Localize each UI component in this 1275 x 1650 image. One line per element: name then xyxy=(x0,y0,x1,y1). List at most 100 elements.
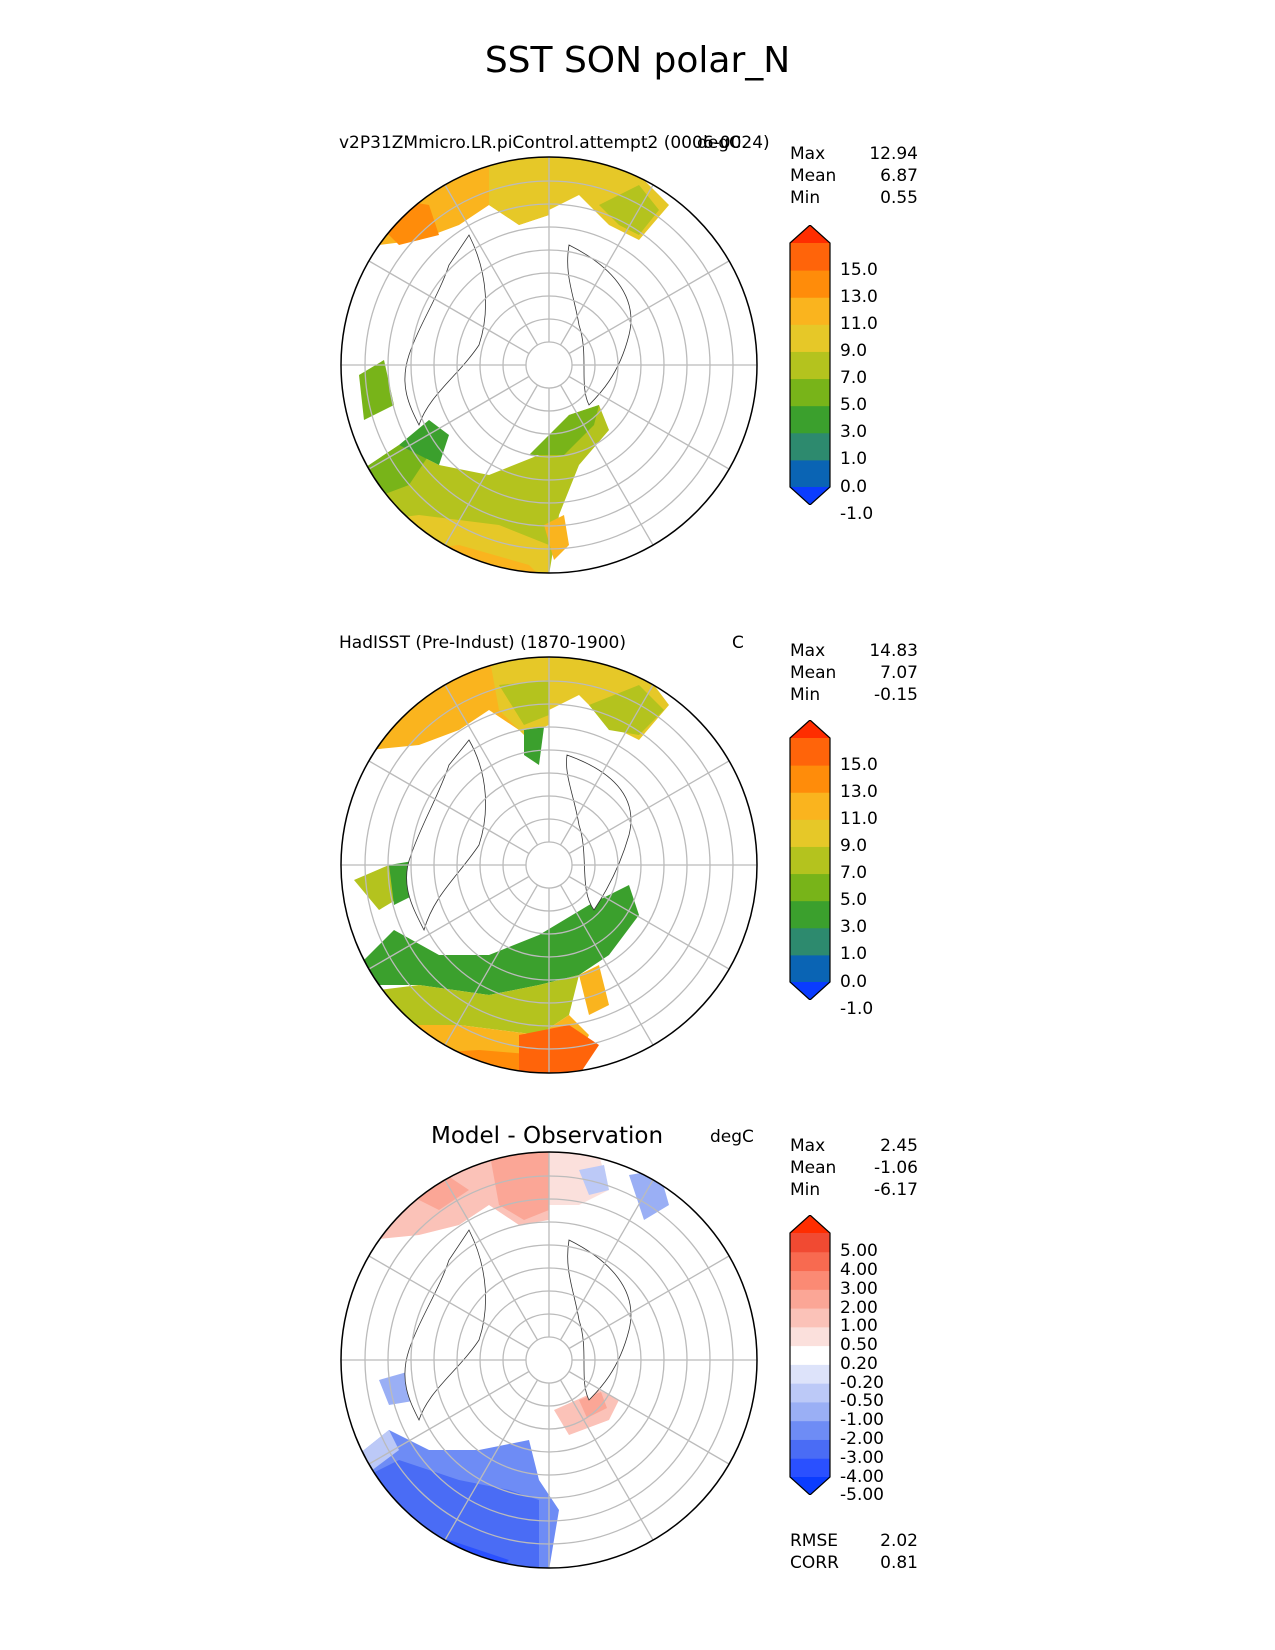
colorbar-swatch xyxy=(790,1233,830,1253)
units-label: degC xyxy=(710,1127,754,1147)
colorbar-tick-label: 2.00 xyxy=(840,1297,878,1318)
colorbar-swatch xyxy=(790,1458,830,1478)
map-boundary xyxy=(340,1151,758,1569)
colorbar-extend-max xyxy=(790,1215,830,1233)
panel-title: HadISST (Pre-Indust) (1870-1900) xyxy=(339,633,627,653)
colorbar-tick-label: -0.50 xyxy=(840,1391,884,1412)
colorbar xyxy=(789,225,831,505)
map-boundary xyxy=(340,656,758,1074)
colorbar xyxy=(789,720,831,1000)
colorbar-tick-label: -3.00 xyxy=(840,1447,884,1468)
stat-mean: Mean 6.87 xyxy=(790,166,918,186)
colorbar-tick-label: 13.0 xyxy=(840,781,878,802)
colorbar-swatch xyxy=(790,1439,830,1459)
stats-box: Max 14.83 Mean 7.07 Min -0.15 xyxy=(790,640,918,706)
stat-corr: CORR 0.81 xyxy=(790,1553,918,1573)
graticule xyxy=(341,657,757,1073)
stat-max: Max 2.45 xyxy=(790,1136,918,1156)
colorbar-swatch xyxy=(790,1289,830,1309)
colorbar-swatch xyxy=(790,1401,830,1422)
stat-min: Min -6.17 xyxy=(790,1180,918,1200)
stats-box: Max 2.45 Mean -1.06 Min -6.17 xyxy=(790,1135,918,1201)
colorbar-extend-min xyxy=(790,982,830,1000)
colorbar-tick-label: 3.0 xyxy=(840,422,868,443)
colorbar-outline xyxy=(789,225,831,505)
colorbar-swatch xyxy=(790,900,830,929)
colorbar-swatch xyxy=(790,297,830,325)
colorbar-swatch xyxy=(790,1345,830,1365)
colorbar-swatch xyxy=(790,738,830,766)
colorbar-outline xyxy=(789,1215,831,1495)
colorbar-tick-label: 4.00 xyxy=(840,1260,878,1281)
colorbar-tick-label: 11.0 xyxy=(840,313,878,334)
stat-max: Max 14.83 xyxy=(790,641,918,661)
colorbar-swatch xyxy=(790,378,830,407)
colorbar-tick-label: 1.00 xyxy=(840,1316,878,1337)
colorbar-swatch xyxy=(790,351,830,380)
colorbar-swatch xyxy=(790,243,830,271)
colorbar-swatch xyxy=(790,324,830,352)
colorbar-tick-label: -1.00 xyxy=(840,1410,884,1431)
stat-rmse: RMSE 2.02 xyxy=(790,1531,918,1551)
colorbar-swatch xyxy=(790,765,830,793)
units-label: C xyxy=(732,633,744,653)
colorbar-tick-label: -0.20 xyxy=(840,1372,884,1393)
colorbar-tick-label: -1.0 xyxy=(840,998,874,1019)
colorbar-swatch xyxy=(790,1251,830,1272)
colorbar-tick-label: 15.0 xyxy=(840,754,878,775)
colorbar-swatch xyxy=(790,1420,830,1440)
stat-mean: Mean -1.06 xyxy=(790,1158,918,1178)
graticule xyxy=(341,157,757,573)
colorbar-swatch xyxy=(790,1326,830,1347)
colorbar-extend-min xyxy=(790,1477,830,1495)
colorbar-swatches xyxy=(789,225,831,505)
colorbar-tick-label: 5.00 xyxy=(840,1241,878,1262)
colorbar-swatch xyxy=(790,459,830,488)
colorbar-tick-label: 0.0 xyxy=(840,971,868,992)
colorbar-tick-label: -4.00 xyxy=(840,1466,884,1487)
polar-map-model xyxy=(340,156,758,574)
colorbar-tick-label: 3.0 xyxy=(840,917,868,938)
colorbar-swatch xyxy=(790,819,830,847)
colorbar-tick-label: 5.0 xyxy=(840,395,868,416)
colorbar-tick-label: -2.00 xyxy=(840,1428,884,1449)
colorbar-swatch xyxy=(790,270,830,298)
colorbar-tick-label: -1.0 xyxy=(840,503,874,524)
colorbar-tick-label: 1.0 xyxy=(840,449,868,470)
colorbar-tick-label: 0.0 xyxy=(840,476,868,497)
colorbar-swatch xyxy=(790,1364,830,1384)
colorbar-tick-label: 0.20 xyxy=(840,1353,878,1374)
stat-mean: Mean 7.07 xyxy=(790,663,918,683)
panel-title: Model - Observation xyxy=(431,1123,664,1149)
colorbar-swatches xyxy=(789,1215,831,1495)
colorbar-tick-label: 5.0 xyxy=(840,890,868,911)
figure-title: SST SON polar_N xyxy=(484,40,791,81)
graticule xyxy=(341,1152,757,1568)
polar-map-observation xyxy=(340,656,758,1074)
units-label: degC xyxy=(697,133,741,153)
polar-map-difference xyxy=(340,1151,758,1569)
colorbar-tick-label: 3.00 xyxy=(840,1278,878,1299)
colorbar-extend-min xyxy=(790,487,830,505)
colorbar-swatch xyxy=(790,1383,830,1403)
colorbar-tick-label: 9.0 xyxy=(840,835,868,856)
colorbar-tick-label: 7.0 xyxy=(840,368,868,389)
colorbar-swatch xyxy=(790,954,830,983)
map-boundary xyxy=(340,156,758,574)
colorbar-tick-label: 13.0 xyxy=(840,286,878,307)
colorbar-swatch xyxy=(790,1270,830,1290)
colorbar-swatch xyxy=(790,873,830,902)
colorbar-tick-label: 0.50 xyxy=(840,1335,878,1356)
stat-min: Min 0.55 xyxy=(790,188,918,208)
colorbar-swatch xyxy=(790,432,830,461)
colorbar xyxy=(789,1215,831,1495)
colorbar-tick-label: -5.00 xyxy=(840,1485,884,1506)
error-stats-box: RMSE 2.02 CORR 0.81 xyxy=(790,1530,918,1574)
stat-min: Min -0.15 xyxy=(790,685,918,705)
colorbar-outline xyxy=(789,720,831,1000)
colorbar-swatches xyxy=(789,720,831,1000)
colorbar-tick-label: 9.0 xyxy=(840,340,868,361)
colorbar-swatch xyxy=(790,1308,830,1328)
colorbar-extend-max xyxy=(790,225,830,243)
stat-max: Max 12.94 xyxy=(790,144,918,164)
